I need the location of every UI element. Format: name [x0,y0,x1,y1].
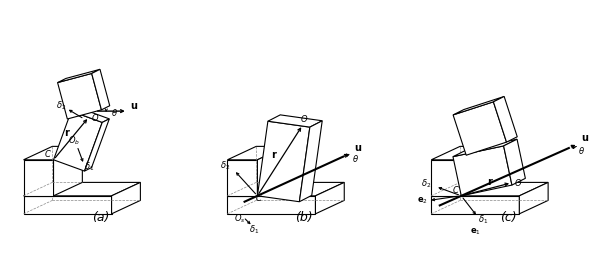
Polygon shape [493,96,517,142]
Text: $\mathbf{r}$: $\mathbf{r}$ [64,127,71,138]
Polygon shape [71,107,109,122]
Polygon shape [268,115,322,127]
Polygon shape [519,182,548,214]
Text: $O$: $O$ [300,113,309,124]
Polygon shape [461,146,490,196]
Polygon shape [299,121,322,202]
Text: $C$: $C$ [452,184,460,196]
Text: $\mathbf{r}$: $\mathbf{r}$ [487,176,493,187]
Text: $O_b$: $O_b$ [67,135,80,147]
Polygon shape [432,182,548,196]
Polygon shape [23,196,112,214]
Polygon shape [227,182,345,196]
Text: $\mathbf{e}_2$: $\mathbf{e}_2$ [417,196,427,206]
Polygon shape [23,146,82,160]
Polygon shape [227,196,316,214]
Text: $\delta_1$: $\delta_1$ [249,223,259,236]
Text: $\theta$: $\theta$ [111,107,118,118]
Polygon shape [257,121,310,202]
Text: $\theta$: $\theta$ [351,153,359,164]
Polygon shape [453,102,506,155]
Text: $\delta_2$: $\delta_2$ [56,99,66,112]
Polygon shape [453,96,504,115]
Polygon shape [53,111,102,171]
Text: (b): (b) [295,211,313,224]
Polygon shape [432,196,519,214]
Text: $C$: $C$ [44,148,52,160]
Polygon shape [85,119,109,171]
Text: $\mathbf{r}$: $\mathbf{r}$ [271,149,278,160]
Polygon shape [53,146,82,196]
Polygon shape [432,146,490,160]
Text: $\mathbf{u}$: $\mathbf{u}$ [581,134,588,143]
Text: $\mathbf{u}$: $\mathbf{u}$ [354,143,362,153]
Text: $O$: $O$ [91,112,99,122]
Text: $\delta_2$: $\delta_2$ [219,160,230,173]
Text: $O$: $O$ [514,178,522,188]
Polygon shape [504,139,525,185]
Polygon shape [453,146,512,196]
Polygon shape [112,182,140,214]
Polygon shape [58,73,101,119]
Polygon shape [432,160,461,196]
Text: $O_s$: $O_s$ [234,213,245,225]
Polygon shape [58,69,100,83]
Polygon shape [316,182,345,214]
Text: $\delta_2$: $\delta_2$ [421,177,432,190]
Text: (a): (a) [91,211,109,224]
Text: $\mathbf{e}_1$: $\mathbf{e}_1$ [470,227,481,237]
Polygon shape [92,69,110,110]
Text: $\mathbf{u}$: $\mathbf{u}$ [130,101,138,111]
Text: $\delta_1$: $\delta_1$ [84,160,94,173]
Polygon shape [23,160,53,196]
Polygon shape [227,160,257,196]
Text: $C$: $C$ [255,193,263,204]
Polygon shape [227,146,286,160]
Polygon shape [453,139,517,157]
Text: (c): (c) [500,211,516,224]
Polygon shape [23,182,140,196]
Polygon shape [257,146,286,196]
Text: $\delta_1$: $\delta_1$ [478,214,488,226]
Text: $\theta$: $\theta$ [578,145,585,156]
